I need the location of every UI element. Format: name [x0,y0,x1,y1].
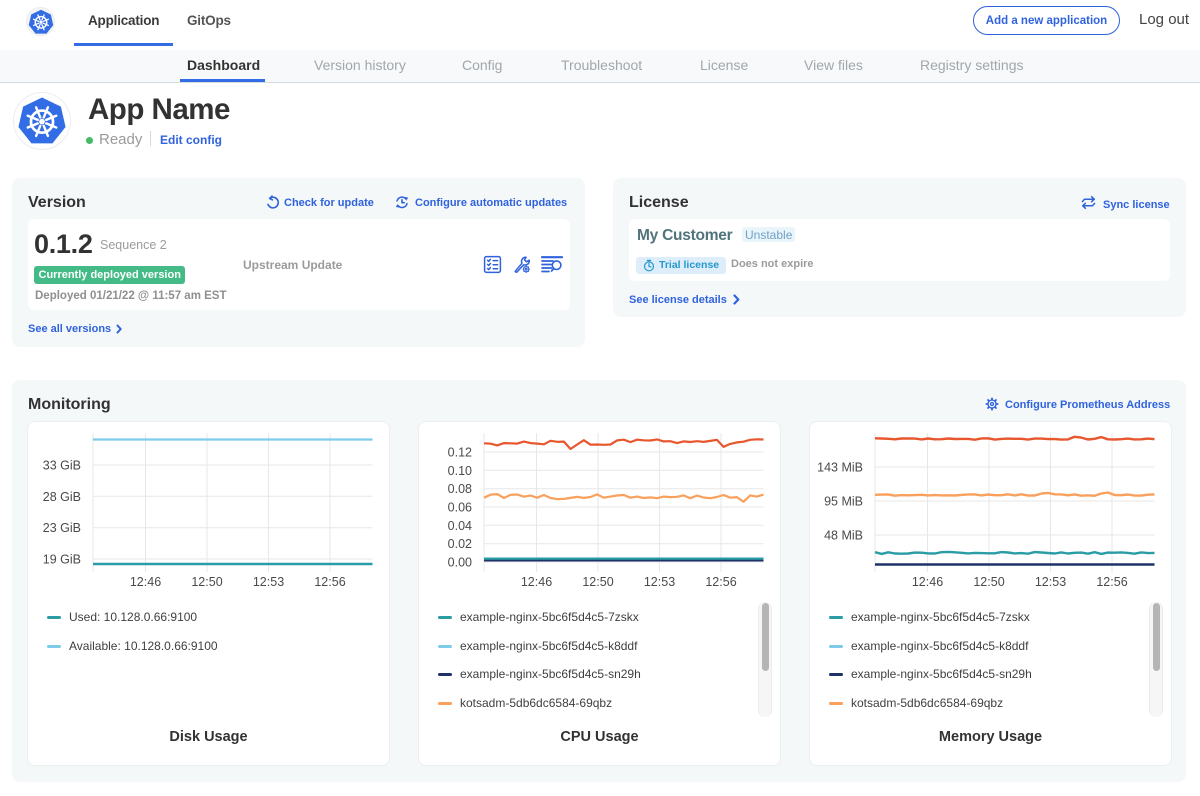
svg-text:0.08: 0.08 [448,482,472,496]
svg-text:12:53: 12:53 [253,575,284,589]
svg-text:33 GiB: 33 GiB [43,459,81,473]
svg-text:12:56: 12:56 [314,575,345,589]
svg-text:48 MiB: 48 MiB [824,529,863,543]
svg-text:0.12: 0.12 [448,446,472,460]
svg-text:19 GiB: 19 GiB [43,553,81,567]
svg-text:12:46: 12:46 [130,575,161,589]
svg-text:12:50: 12:50 [191,575,222,589]
svg-text:12:50: 12:50 [973,575,1004,589]
svg-text:143 MiB: 143 MiB [817,461,863,475]
svg-text:28 GiB: 28 GiB [43,490,81,504]
svg-text:12:46: 12:46 [521,575,552,589]
svg-text:23 GiB: 23 GiB [43,521,81,535]
svg-text:0.00: 0.00 [448,556,472,570]
svg-text:12:53: 12:53 [644,575,675,589]
svg-text:12:53: 12:53 [1035,575,1066,589]
svg-text:0.06: 0.06 [448,501,472,515]
svg-text:12:56: 12:56 [705,575,736,589]
svg-text:0.04: 0.04 [448,519,472,533]
svg-text:12:50: 12:50 [582,575,613,589]
svg-text:0.10: 0.10 [448,464,472,478]
svg-text:12:56: 12:56 [1096,575,1127,589]
svg-text:0.02: 0.02 [448,537,472,551]
svg-text:12:46: 12:46 [912,575,943,589]
svg-text:95 MiB: 95 MiB [824,495,863,509]
